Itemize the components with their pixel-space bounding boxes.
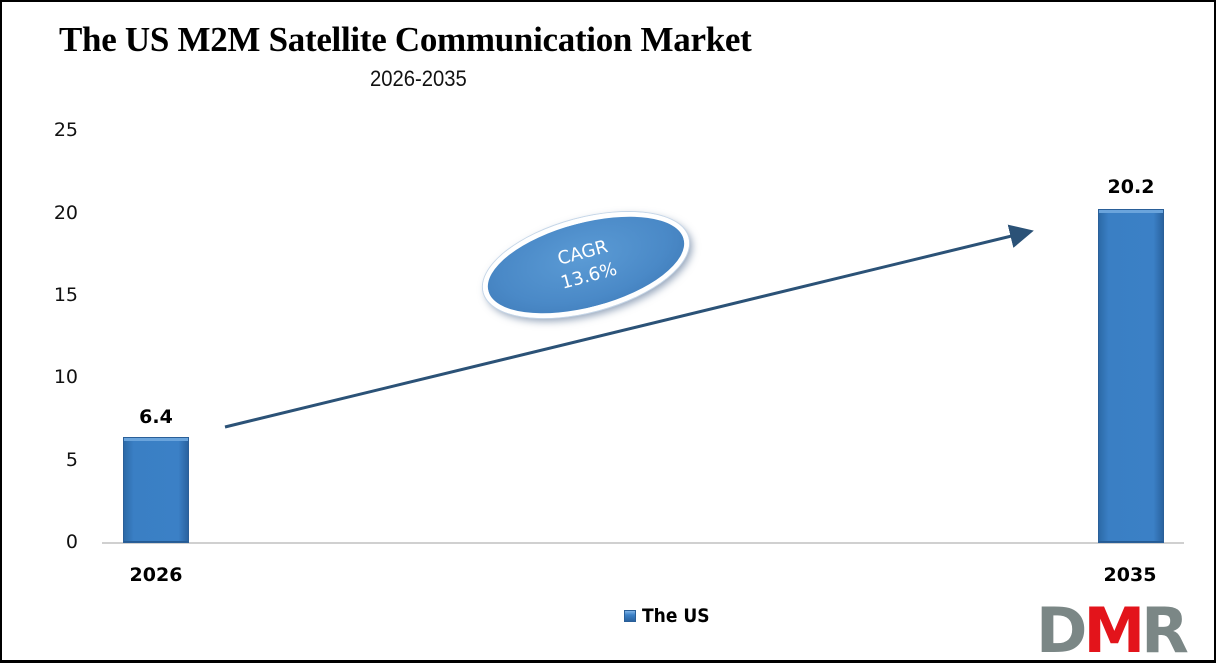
chart-subtitle: 2026-2035 <box>370 66 467 91</box>
cagr-annotation: CAGR 13.6% <box>471 192 701 338</box>
logo-letter-m: M <box>1083 600 1145 662</box>
x-axis-line <box>102 542 1184 544</box>
bar-2026 <box>123 437 189 543</box>
bar-2035 <box>1098 209 1164 543</box>
y-tick-15: 15 <box>53 284 78 306</box>
y-tick-10: 10 <box>53 366 78 388</box>
y-tick-20: 20 <box>53 202 78 224</box>
logo-letter-r: R <box>1141 600 1189 662</box>
dmr-logo: DMR <box>1036 600 1216 662</box>
chart-title: The US M2M Satellite Communication Marke… <box>59 20 752 59</box>
legend-swatch-icon <box>624 610 636 622</box>
y-tick-0: 0 <box>65 531 78 553</box>
logo-letter-d: D <box>1036 600 1088 662</box>
y-tick-5: 5 <box>65 449 78 471</box>
x-label-2035: 2035 <box>1103 564 1157 586</box>
y-tick-25: 25 <box>53 119 78 141</box>
bar-value-label-2035: 20.2 <box>1107 176 1155 198</box>
x-label-2026: 2026 <box>129 564 183 586</box>
legend-label: The US <box>642 605 710 627</box>
bar-value-label-2026: 6.4 <box>139 406 173 428</box>
legend: The US <box>624 605 717 627</box>
